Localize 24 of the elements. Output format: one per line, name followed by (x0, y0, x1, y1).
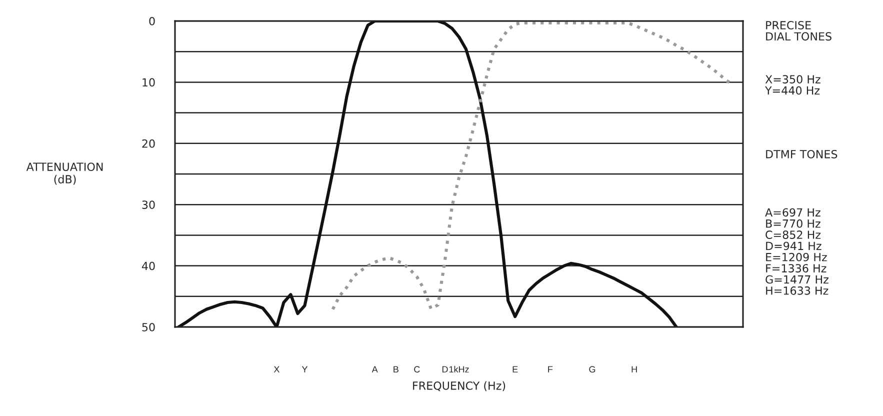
y-tick-label: 0 (149, 16, 155, 26)
x-tick-label: F (548, 366, 553, 372)
x-tick-label: A (372, 366, 378, 372)
text: X=350 Hz Y=440 Hz (764, 75, 820, 95)
y-tick-label: 40 (142, 262, 155, 270)
line-series (176, 21, 678, 327)
y-axis-title: ATTENUATION (dB) (26, 162, 103, 185)
text: PRECISE DIAL TONES (766, 20, 832, 41)
y-tick-label: 10 (142, 78, 155, 87)
y-tick-label: 20 (142, 139, 155, 148)
x-tick-label: H (632, 366, 637, 372)
x-tick-label: G (589, 366, 596, 373)
x-tick-label: E (512, 366, 518, 372)
x-axis-title: FREQUENCY (Hz) (413, 381, 506, 392)
y-tick-label: 30 (142, 200, 155, 209)
text: DTMF TONES (766, 150, 838, 158)
x-tick-label: X (274, 366, 280, 372)
x-tick-label: C (414, 366, 420, 373)
y-tick-label: 50 (142, 322, 155, 332)
text: A=697 Hz B=770 Hz C=852 Hz D=941 Hz E=1209 Hz F=1336 Hz G=1477 Hz H=1633 Hz (765, 208, 828, 295)
x-tick-label: 1kHz (449, 366, 469, 372)
x-tick-label: D (442, 366, 448, 372)
x-tick-label: B (394, 366, 398, 372)
x-tick-label: Y (302, 366, 308, 372)
